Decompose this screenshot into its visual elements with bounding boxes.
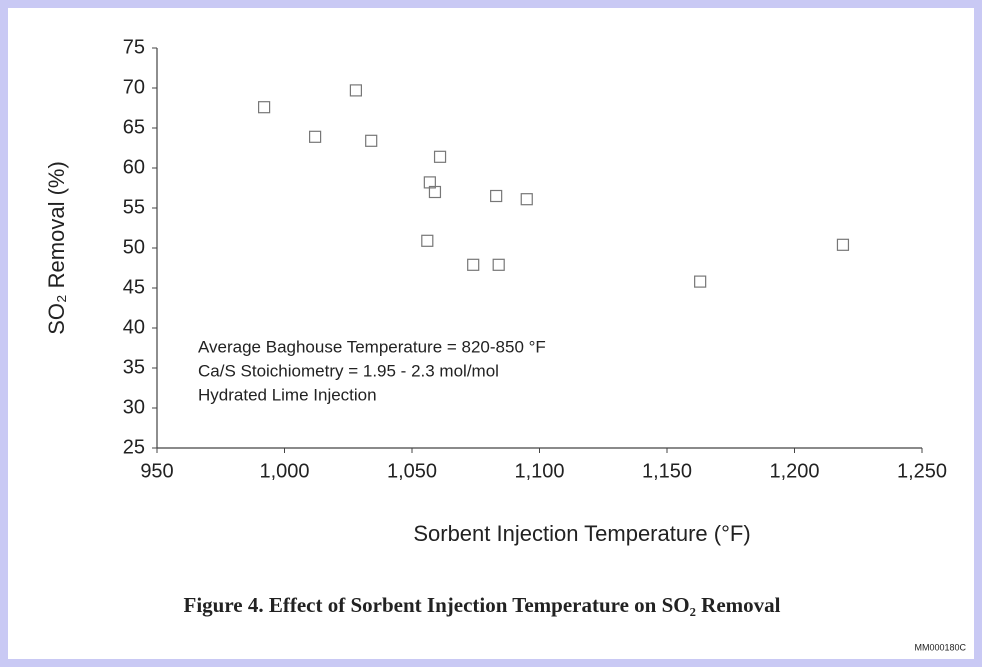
point <box>428 185 442 199</box>
point <box>467 258 480 271</box>
annotation: Average Baghouse Temperature = 820-850 °… <box>198 337 546 356</box>
x-axis-label: Sorbent Injection Temperature (°F) <box>413 521 750 546</box>
point <box>349 84 362 97</box>
point <box>365 134 378 147</box>
point <box>520 193 533 206</box>
figure-id: MM000180C <box>914 642 966 652</box>
x-tick-label: 1,100 <box>514 460 564 482</box>
point <box>258 101 271 114</box>
point <box>694 275 707 288</box>
x-tick-label: 1,000 <box>259 460 309 482</box>
y-tick-label: 35 <box>123 356 145 378</box>
y-tick-label: 30 <box>123 396 145 418</box>
point <box>490 189 503 203</box>
y-tick-label: 40 <box>123 316 145 338</box>
y-tick-label: 50 <box>123 236 145 258</box>
point <box>309 130 322 143</box>
y-tick-label: 25 <box>123 436 145 458</box>
annotation: Hydrated Lime Injection <box>198 385 377 404</box>
y-axis-label: SO₂ Removal (%) <box>44 161 69 335</box>
x-tick-label: 1,200 <box>769 460 819 482</box>
y-tick-label: 45 <box>123 276 145 298</box>
point <box>836 238 850 251</box>
annotation: Ca/S Stoichiometry = 1.95 - 2.3 mol/mol <box>198 361 499 380</box>
y-tick-label: 65 <box>123 116 145 138</box>
caption: Figure 4. Effect of Sorbent Injection Te… <box>184 593 781 617</box>
point <box>492 258 505 271</box>
y-tick-label: 70 <box>123 76 145 98</box>
x-tick-label: 1,250 <box>897 460 947 482</box>
paper <box>8 8 974 659</box>
x-tick-label: 1,150 <box>642 460 692 482</box>
x-tick-label: 1,050 <box>387 460 437 482</box>
point <box>433 150 447 163</box>
y-tick-label: 60 <box>123 156 145 178</box>
y-tick-label: 75 <box>123 36 145 58</box>
x-tick-label: 950 <box>140 460 173 482</box>
point <box>421 234 434 247</box>
y-tick-label: 55 <box>123 196 145 218</box>
